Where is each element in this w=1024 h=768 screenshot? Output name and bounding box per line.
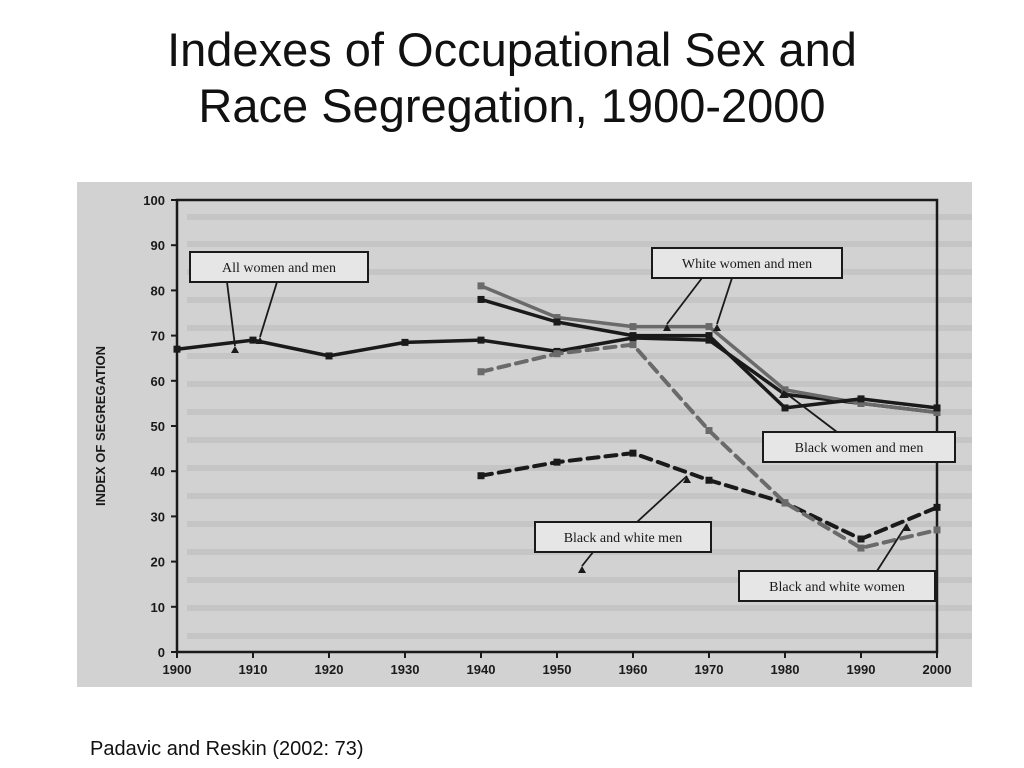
x-tick-label: 1940: [467, 662, 496, 677]
leader-arrow: [256, 337, 264, 344]
y-tick-label: 10: [151, 600, 165, 615]
y-tick-label: 80: [151, 283, 165, 298]
leader-line: [636, 475, 688, 523]
data-point: [705, 323, 713, 331]
annotation-2: White women and men: [651, 247, 843, 331]
series-5: [477, 341, 941, 552]
chart-annotations: All women and men White women and men Blac…: [189, 247, 956, 602]
annotation-label: Black and white women: [769, 580, 905, 595]
x-tick-label: 1910: [239, 662, 268, 677]
leader-line: [666, 277, 703, 325]
leader-arrow: [578, 566, 586, 573]
annotation-box: [762, 431, 956, 463]
y-tick-label: 40: [151, 464, 165, 479]
leader-arrow: [713, 324, 721, 331]
leader-line: [876, 523, 908, 572]
x-tick-label: 1920: [315, 662, 344, 677]
data-point: [857, 399, 865, 407]
annotation-label: White women and men: [682, 257, 812, 272]
data-point: [781, 499, 789, 507]
annotation-box: [189, 251, 369, 283]
slide-title-line-1: Indexes of Occupational Sex and: [167, 23, 857, 76]
series-2: [477, 282, 941, 416]
y-tick-label: 0: [158, 645, 165, 660]
data-point: [477, 295, 485, 303]
x-tick-label: 1930: [391, 662, 420, 677]
slide-title: Indexes of Occupational Sex and Race Seg…: [0, 22, 1024, 134]
data-point: [781, 390, 789, 398]
x-tick-label: 2000: [923, 662, 952, 677]
data-point: [705, 476, 713, 484]
annotation-5: Black and white women: [738, 523, 936, 602]
x-tick-label: 1900: [163, 662, 192, 677]
leader-line: [716, 277, 733, 325]
leader-arrow: [663, 324, 671, 331]
y-tick-label: 70: [151, 329, 165, 344]
annotation-label: Black and white men: [564, 531, 683, 546]
chart-scan: 0 10 20 30 40 50 60 70 80 90 100 1900 1910 1920 1930 19…: [77, 182, 972, 687]
segregation-line-chart: 0 10 20 30 40 50 60 70 80 90 100 1900 1910 1920 1930 19…: [77, 182, 972, 687]
data-point: [401, 338, 409, 346]
data-point: [933, 526, 941, 534]
y-tick-label: 30: [151, 509, 165, 524]
y-tick-label: 60: [151, 374, 165, 389]
y-tick-label: 90: [151, 238, 165, 253]
x-tick-label: 1960: [619, 662, 648, 677]
annotation-box: [534, 521, 712, 553]
data-point: [325, 352, 333, 360]
data-point: [857, 535, 865, 543]
data-point: [629, 449, 637, 457]
leader-arrow: [903, 524, 911, 531]
y-tick-label: 20: [151, 555, 165, 570]
leader-line: [226, 281, 236, 347]
data-point: [629, 341, 637, 349]
x-tick-label: 1950: [543, 662, 572, 677]
annotation-box: [651, 247, 843, 279]
slide-title-line-2: Race Segregation, 1900-2000: [198, 79, 826, 132]
data-point: [173, 345, 181, 353]
data-point: [705, 332, 713, 340]
data-point: [933, 404, 941, 412]
leader-line: [782, 390, 838, 433]
data-point: [781, 404, 789, 412]
annotation-4: Black and white men: [534, 475, 712, 573]
data-point: [553, 314, 561, 322]
data-point: [705, 427, 713, 435]
series-3: [477, 295, 941, 412]
data-point: [477, 368, 485, 376]
annotation-label: Black women and men: [795, 441, 924, 456]
chart-axes: 0 10 20 30 40 50 60 70 80 90 100 1900 1910 1920 1930 19…: [93, 193, 951, 677]
data-point: [857, 544, 865, 552]
leader-arrow: [683, 476, 691, 483]
data-point: [933, 408, 941, 416]
y-axis-label: INDEX OF SEGREGATION: [93, 346, 108, 506]
data-point: [477, 472, 485, 480]
data-point: [477, 336, 485, 344]
annotation-label: All women and men: [222, 261, 336, 276]
annotation-box: [738, 570, 936, 602]
x-tick-label: 1990: [847, 662, 876, 677]
data-point: [629, 332, 637, 340]
data-point: [477, 282, 485, 290]
x-tick-label: 1970: [695, 662, 724, 677]
chart-series: [173, 282, 941, 552]
data-point: [705, 336, 713, 344]
data-point: [857, 395, 865, 403]
x-tick-label: 1980: [771, 662, 800, 677]
data-point: [249, 336, 257, 344]
leader-line: [259, 281, 278, 338]
data-point: [781, 386, 789, 394]
data-point: [553, 318, 561, 326]
leader-arrow: [231, 346, 239, 353]
annotation-3: Black women and men: [762, 390, 956, 463]
data-point: [553, 350, 561, 358]
source-caption: Padavic and Reskin (2002: 73): [90, 738, 364, 760]
leader-arrow: [779, 391, 787, 398]
annotation-1: All women and men: [189, 251, 369, 353]
data-point: [933, 503, 941, 511]
y-tick-label: 50: [151, 419, 165, 434]
y-tick-label: 100: [143, 193, 165, 208]
data-point: [553, 458, 561, 466]
data-point: [629, 323, 637, 331]
